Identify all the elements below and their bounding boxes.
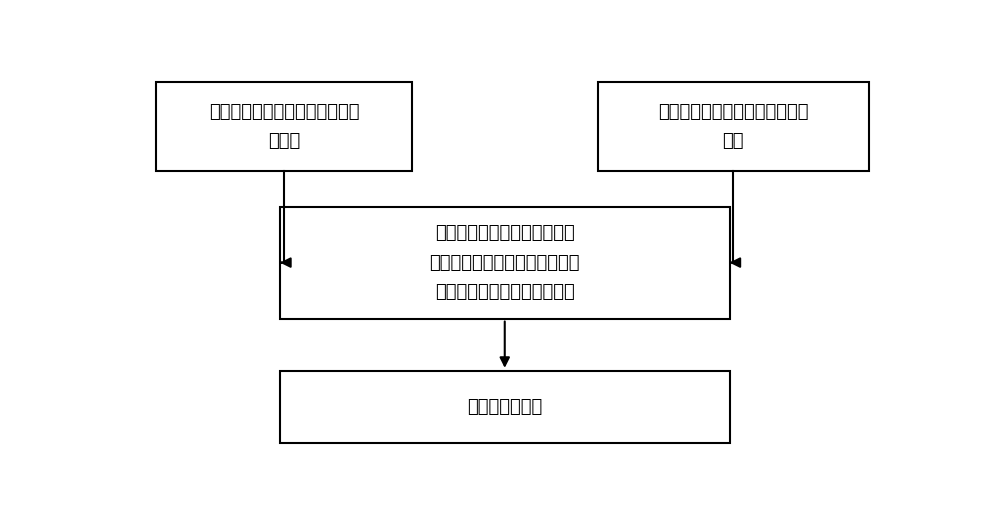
Text: 被换伴热管的另一端与抽管装置
连接: 被换伴热管的另一端与抽管装置 连接 [658, 103, 809, 150]
FancyBboxPatch shape [280, 206, 730, 319]
FancyBboxPatch shape [280, 371, 730, 443]
Text: 拆下被换伴热管: 拆下被换伴热管 [467, 398, 542, 416]
FancyBboxPatch shape [598, 82, 869, 171]
Text: 被换伴热管一端与替换伴热管一
端连接: 被换伴热管一端与替换伴热管一 端连接 [209, 103, 359, 150]
FancyBboxPatch shape [156, 82, 412, 171]
Text: 启动抽管装置将被换伴热管抽
出外保温层，并让替换伴热管进
入被换伴热管更换之前的位置: 启动抽管装置将被换伴热管抽 出外保温层，并让替换伴热管进 入被换伴热管更换之前的… [430, 225, 580, 301]
